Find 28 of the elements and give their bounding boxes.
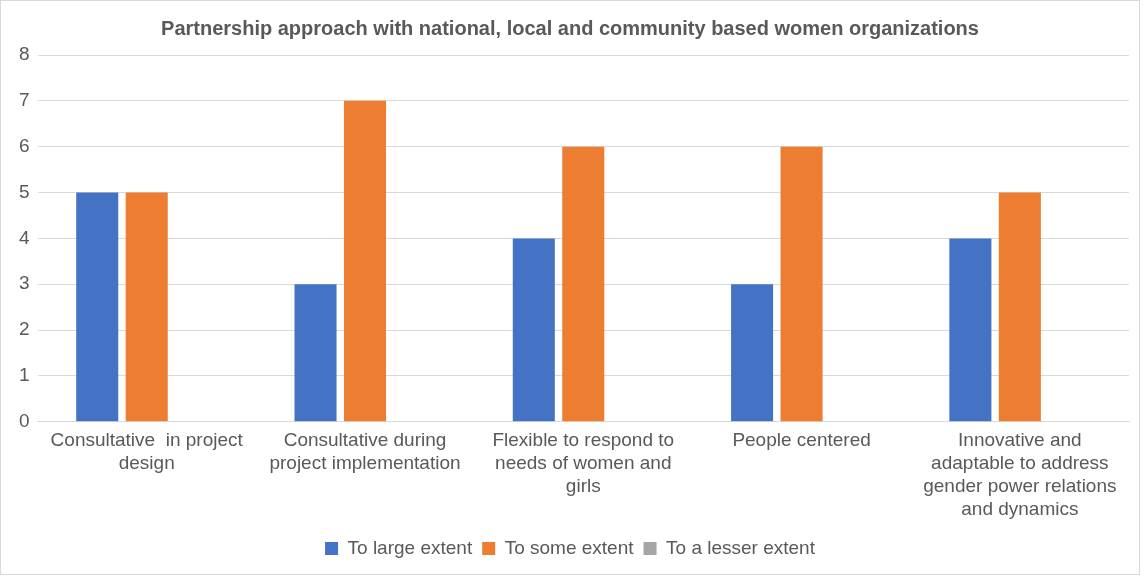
bar — [949, 238, 992, 422]
x-tick-label: Consultative during project implementation — [269, 429, 461, 474]
bar — [562, 146, 605, 422]
x-tick-label: Flexible to respond to needs of women and girls — [492, 429, 675, 497]
y-tick-label: 6 — [18, 134, 30, 156]
y-tick-label: 2 — [18, 318, 30, 340]
bar — [343, 100, 387, 422]
legend-label: To large extent — [347, 536, 473, 558]
x-tick-label: Consultative in project design — [50, 429, 244, 474]
y-tick-label: 1 — [18, 364, 30, 386]
y-tick-label: 8 — [18, 43, 30, 65]
x-tick-label: Innovative and adaptable to address gender power relations and dynamics — [923, 429, 1117, 519]
bar — [998, 192, 1041, 422]
bar — [125, 192, 168, 422]
bar — [294, 284, 337, 422]
x-tick-label: People centered — [732, 429, 871, 451]
y-tick-label: 0 — [18, 410, 30, 432]
bar — [731, 284, 774, 422]
legend-label: To some extent — [504, 536, 635, 558]
legend-label: To a lesser extent — [666, 536, 816, 558]
bar — [780, 146, 823, 422]
y-tick-label: 7 — [18, 89, 30, 111]
bar — [76, 192, 119, 422]
chart-title: Partnership approach with national, local and community based women organizations — [161, 16, 979, 39]
bar — [512, 238, 555, 422]
y-tick-label: 5 — [18, 180, 30, 202]
y-tick-label: 3 — [18, 272, 30, 294]
y-tick-label: 4 — [18, 226, 30, 248]
